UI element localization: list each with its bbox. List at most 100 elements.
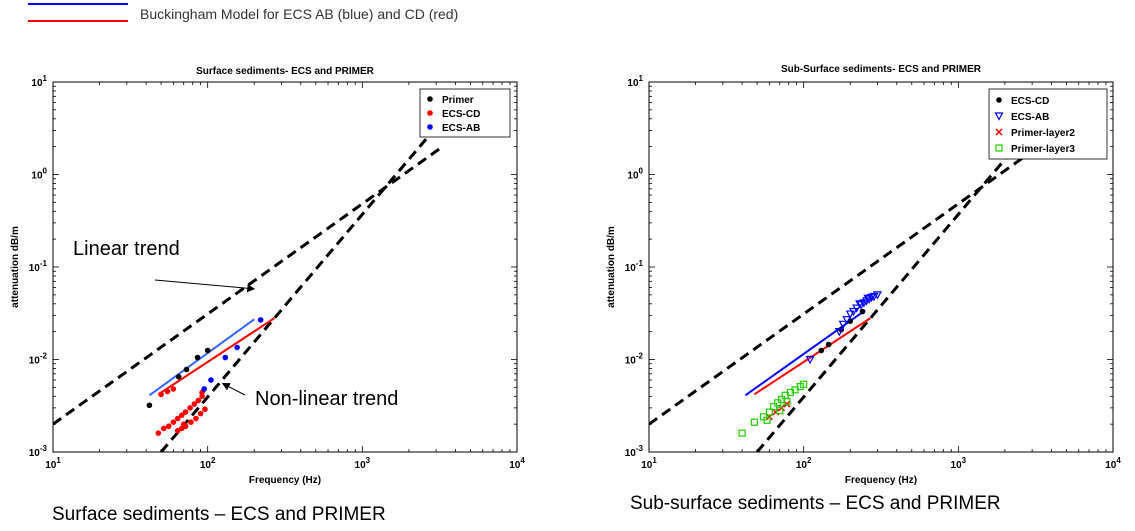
y-tick-label: 10-1 — [625, 259, 644, 274]
legend-text: Buckingham Model for ECS AB (blue) and C… — [140, 6, 459, 22]
data-point — [199, 393, 205, 400]
data-point — [204, 347, 211, 354]
data-point — [765, 408, 773, 416]
x-tick-label: 104 — [1105, 456, 1121, 471]
data-point — [776, 407, 784, 415]
y-tick-label: 10-1 — [29, 259, 48, 274]
data-point — [859, 308, 866, 315]
data-point — [800, 380, 808, 388]
legend-marker — [994, 112, 1004, 121]
data-point — [187, 405, 193, 411]
data-point — [783, 398, 791, 406]
legend-label: ECS-CD — [1011, 96, 1049, 107]
y-tick-label: 101 — [627, 74, 643, 89]
legend-label: Primer — [442, 95, 474, 106]
data-point — [158, 391, 164, 398]
chart-title: Sub-Surface sediments- ECS and PRIMER — [781, 64, 982, 75]
x-axis-label: Frequency (Hz) — [249, 475, 321, 486]
data-point — [234, 344, 240, 351]
x-tick-label: 102 — [796, 456, 812, 471]
legend-marker — [427, 124, 433, 130]
legend-label: ECS-AB — [1011, 112, 1049, 123]
x-tick-label: 103 — [951, 456, 967, 471]
subsurface-sediments-chart: 101 102 103 104 10-3 10-2 10-1 100 101 Sub-Surfac… — [606, 64, 1121, 486]
data-point — [197, 410, 204, 417]
data-point — [191, 401, 198, 407]
data-point — [170, 386, 177, 392]
data-point — [848, 307, 859, 317]
legend-marker — [427, 110, 433, 116]
y-tick-label: 100 — [627, 167, 643, 182]
data-point — [869, 292, 879, 302]
data-point — [852, 304, 862, 313]
x-tick-label: 101 — [45, 456, 61, 471]
y-tick-label: 100 — [31, 167, 47, 182]
data-point — [863, 294, 873, 303]
data-point — [855, 300, 865, 309]
data-point — [763, 416, 771, 424]
data-point — [872, 291, 882, 300]
data-point — [770, 402, 778, 411]
legend-marker — [427, 96, 433, 102]
y-tick-label: 10-3 — [625, 444, 644, 459]
data-point — [845, 310, 855, 319]
data-point — [175, 374, 182, 380]
data-point — [805, 355, 815, 365]
y-tick-label: 10-2 — [625, 352, 644, 367]
data-point — [164, 388, 171, 395]
data-point — [178, 412, 185, 418]
legend-label: ECS-AB — [442, 123, 480, 134]
data-point — [825, 341, 832, 348]
legend-blue-line — [28, 3, 128, 5]
plot-area — [53, 85, 472, 452]
data-point — [165, 423, 172, 430]
data-point — [738, 429, 746, 437]
legend-marker — [995, 128, 1003, 136]
data-point — [182, 409, 189, 415]
data-point — [174, 415, 181, 422]
data-point — [180, 421, 187, 427]
data-point — [174, 427, 181, 434]
data-point — [183, 366, 190, 373]
caption-right: Sub-surface sediments – ECS and PRIMER — [630, 493, 1001, 514]
annotation-arrow — [221, 383, 246, 396]
data-point — [208, 377, 214, 383]
data-point — [222, 354, 229, 361]
data-point — [778, 395, 786, 404]
data-point — [193, 415, 199, 422]
annotation-arrow — [154, 279, 256, 293]
legend-label: Primer-layer3 — [1011, 144, 1075, 155]
annotation-text: Linear trend — [73, 238, 180, 260]
y-tick-label: 101 — [31, 74, 47, 89]
legend-box — [988, 88, 1108, 160]
data-point — [838, 320, 848, 330]
model-line — [157, 317, 275, 396]
legend-label: ECS-CD — [442, 109, 480, 120]
data-point — [188, 419, 194, 425]
caption-left: Surface sediments – ECS and PRIMER — [52, 504, 386, 525]
y-tick-label: 10-2 — [29, 352, 48, 367]
data-point — [170, 419, 177, 425]
data-point — [195, 397, 202, 404]
legend-marker — [996, 97, 1002, 103]
surface-sediments-chart: 101 102 103 104 10-3 10-2 10-1 100 101 Surface se… — [10, 66, 525, 486]
model-line — [148, 318, 255, 397]
x-tick-label: 102 — [200, 456, 216, 471]
data-point — [160, 425, 167, 432]
x-axis-label: Frequency (Hz) — [845, 475, 917, 486]
data-point — [201, 386, 208, 392]
plot-area — [649, 85, 1068, 452]
model-legend: Buckingham Model for ECS AB (blue) and C… — [0, 0, 700, 34]
data-point — [146, 402, 153, 409]
legend-label: Primer-layer2 — [1011, 128, 1075, 139]
legend-box — [419, 88, 511, 138]
y-axis-label: attenuation dB/m — [606, 226, 617, 308]
data-point — [834, 328, 844, 337]
annotation-text: Non-linear trend — [255, 388, 398, 410]
y-axis-label: attenuation dB/m — [10, 226, 21, 308]
legend-marker — [995, 144, 1003, 152]
chart-title: Surface sediments- ECS and PRIMER — [196, 66, 375, 77]
data-point — [194, 354, 201, 361]
data-point — [750, 418, 758, 426]
